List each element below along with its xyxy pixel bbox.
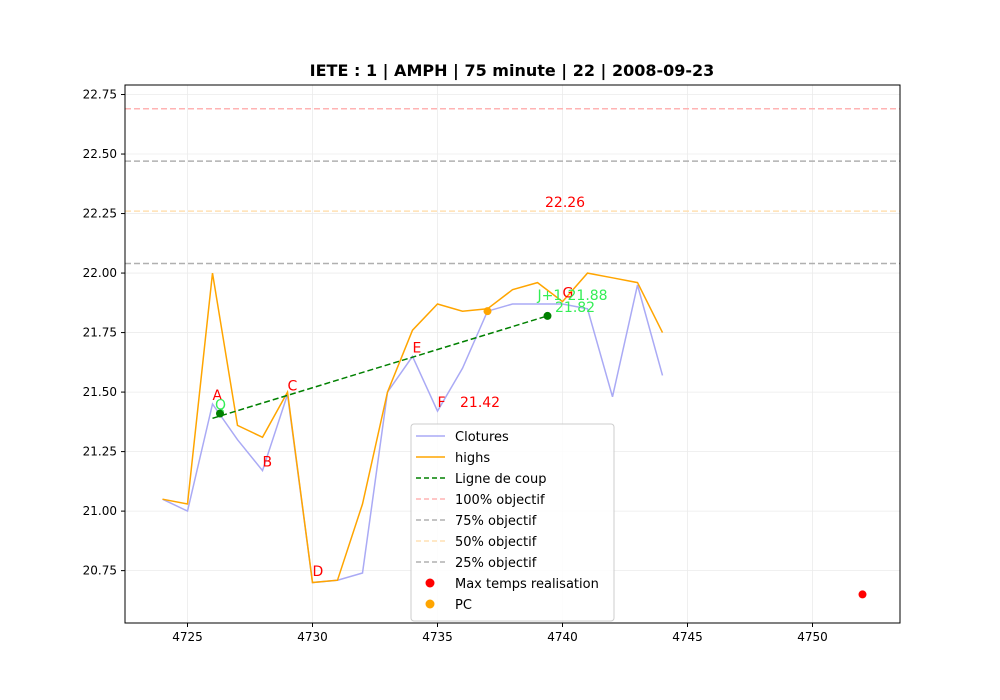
legend-label: Clotures — [455, 430, 509, 445]
legend-marker — [425, 599, 435, 609]
y-tick-label: 21.75 — [83, 326, 117, 340]
legend-box — [410, 423, 615, 622]
annotation-label: B — [263, 455, 273, 471]
y-tick-label: 21.00 — [83, 504, 117, 518]
annotation-label: 22.26 — [545, 195, 585, 211]
scatter-point — [483, 307, 492, 316]
chart-title: IETE : 1 | AMPH | 75 minute | 22 | 2008-… — [310, 61, 715, 81]
axes-frame — [124, 84, 901, 624]
x-tick-label: 4745 — [672, 630, 703, 644]
y-tick-label: 22.25 — [83, 207, 117, 221]
legend-label: 75% objectif — [455, 514, 537, 529]
y-tick-label: 22.50 — [83, 147, 117, 161]
x-tick-label: 4730 — [297, 630, 328, 644]
x-tick-label: 4725 — [172, 630, 203, 644]
legend: Clotures highs Ligne de coup 100% objectif 7… — [410, 423, 615, 622]
y-tick-label: 22.75 — [83, 88, 117, 102]
trade-point — [216, 409, 224, 418]
annotation-label: 21.88 — [568, 288, 608, 304]
annotation-label: D — [313, 564, 324, 580]
series-line — [212, 315, 548, 420]
legend-label: Max temps realisation — [455, 577, 599, 592]
annotation-label: Q — [215, 398, 226, 414]
y-tick-label: 20.75 — [83, 564, 117, 578]
annotation-label: J+1 — [537, 288, 563, 304]
x-tick-label: 4740 — [547, 630, 578, 644]
legend-label: highs — [455, 451, 490, 466]
annotation-label: 21.42 — [460, 395, 500, 411]
legend-label: 100% objectif — [455, 493, 545, 508]
y-tick-label: 22.00 — [83, 266, 117, 280]
legend-label: 25% objectif — [455, 556, 537, 571]
trade-point — [543, 311, 552, 320]
scatter-point — [858, 590, 867, 599]
annotation-label: F — [438, 395, 446, 411]
y-tick-label: 21.50 — [83, 385, 117, 399]
annotation-label: A — [213, 388, 223, 404]
legend-label: Ligne de coup — [455, 472, 546, 487]
annotation-label: C — [288, 378, 298, 394]
annotation-label: 21.82 — [555, 300, 595, 316]
x-tick-label: 4750 — [797, 630, 828, 644]
annotation-label: E — [413, 340, 422, 356]
series-line — [162, 272, 664, 584]
legend-label: PC — [455, 598, 472, 613]
legend-marker — [425, 578, 435, 588]
y-tick-label: 21.25 — [83, 445, 117, 459]
annotation-label: G — [563, 286, 574, 302]
legend-label: 50% objectif — [455, 535, 537, 550]
x-tick-label: 4735 — [422, 630, 453, 644]
